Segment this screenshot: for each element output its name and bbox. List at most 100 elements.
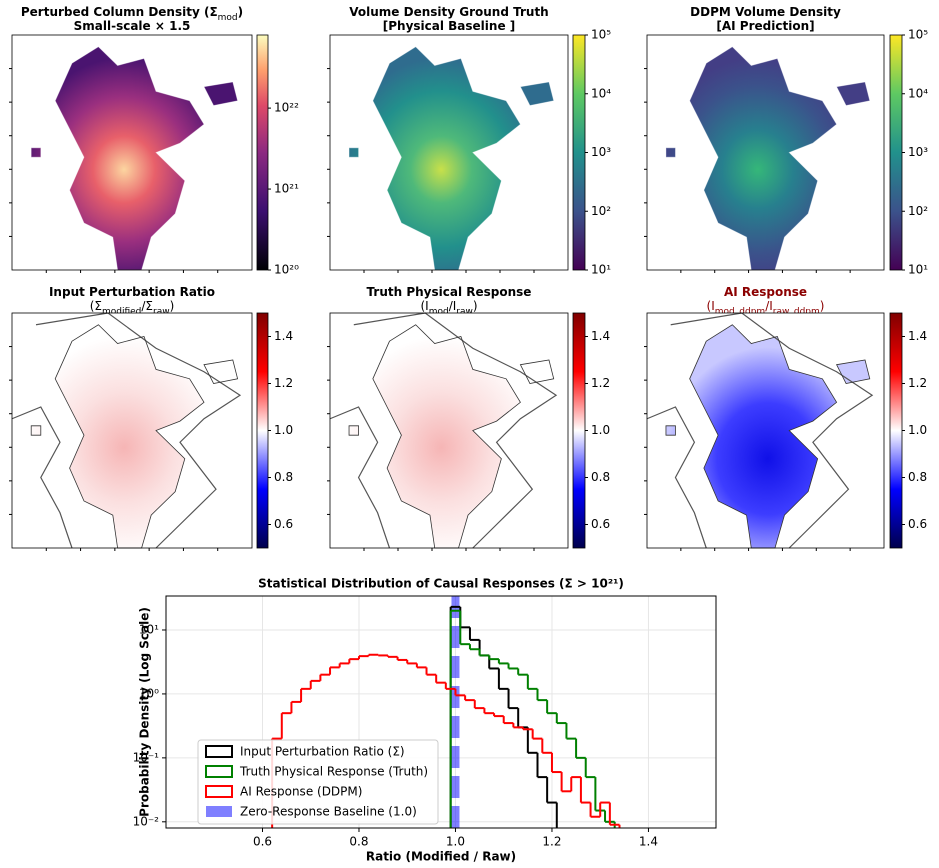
contour	[31, 325, 237, 548]
image-content	[330, 313, 556, 548]
subscript: mod	[218, 13, 238, 23]
colorbar-tick-label: 0.6	[908, 517, 927, 531]
y-tick-label: 10⁻¹	[133, 750, 160, 764]
colorbar-tick-label: 1.4	[908, 329, 927, 343]
colorbar	[256, 34, 269, 271]
colorbar-tick-label: 0.8	[908, 470, 927, 484]
colorbar-tick-label: 10⁵	[908, 28, 928, 42]
panel-subtitle: (Imod/Iraw)	[420, 299, 477, 317]
title-part: (I	[707, 299, 715, 313]
colorbar	[889, 312, 903, 549]
title-part: (Σ	[90, 299, 102, 313]
colorbar-tick-label: 1.0	[908, 423, 927, 437]
y-tick-label: 10⁰	[139, 686, 159, 700]
plot-frame	[165, 595, 717, 829]
legend-box	[197, 739, 439, 825]
colorbar-tick-label: 10⁵	[591, 28, 611, 42]
title-part: DDPM Volume Density	[690, 5, 841, 19]
image-content	[12, 313, 240, 548]
colorbar-tick-label: 1.2	[908, 376, 927, 390]
title-part: Perturbed Column Density (Σ	[21, 5, 218, 19]
x-tick-label: 0.6	[253, 835, 272, 849]
panel-title: Volume Density Ground Truth	[349, 5, 548, 19]
colorbar-tick-label: 1.0	[591, 423, 610, 437]
chart-title: Statistical Distribution of Causal Respo…	[258, 577, 624, 591]
contour	[349, 325, 554, 548]
contour	[12, 313, 240, 548]
colorbar	[572, 312, 586, 549]
title-part: Input Perturbation Ratio	[49, 285, 215, 299]
image-content	[666, 47, 870, 270]
title-part: Small-scale × 1.5	[74, 19, 191, 33]
image-blob	[349, 324, 554, 548]
legend-swatch	[206, 806, 232, 817]
contour	[349, 47, 554, 270]
x-tick-label: 1.0	[446, 835, 465, 849]
panel-title: Truth Physical Response	[367, 285, 532, 299]
title-part: )	[238, 5, 243, 19]
image-blob	[31, 324, 238, 548]
title-part: [Physical Baseline ]	[383, 19, 516, 33]
panel-title: Perturbed Column Density (Σmod)	[21, 5, 243, 23]
colorbar	[572, 34, 586, 271]
y-tick-label: 10⁻²	[133, 814, 160, 828]
title-part: /I	[449, 299, 457, 313]
colorbar-tick-label: 0.8	[274, 470, 293, 484]
image-frame	[11, 34, 253, 271]
legend-swatch	[205, 745, 233, 758]
title-part: AI Response	[724, 285, 807, 299]
colorbar-tick-label: 1.4	[591, 329, 610, 343]
subscript: mod_ddpm	[715, 307, 765, 317]
colorbar-tick-label: 1.2	[591, 376, 610, 390]
plot-area	[271, 596, 621, 828]
title-part: /I	[765, 299, 773, 313]
colorbar-tick-label: 10²	[908, 204, 928, 218]
x-tick-label: 1.2	[542, 835, 561, 849]
title-part: Truth Physical Response	[367, 285, 532, 299]
subscript: mod	[429, 307, 449, 317]
colorbar-tick-label: 10²⁰	[274, 263, 299, 277]
legend-label: AI Response (DDPM)	[240, 785, 362, 799]
colorbar-tick-label: 10³	[908, 145, 928, 159]
colorbar-tick-label: 1.4	[274, 329, 293, 343]
subscript: raw	[456, 307, 473, 317]
panel-subtitle: [Physical Baseline ]	[383, 19, 516, 33]
title-part: )	[820, 299, 825, 313]
image-content	[647, 313, 872, 548]
subscript: raw	[153, 307, 170, 317]
y-tick-label: 10¹	[139, 622, 159, 636]
contour	[666, 325, 870, 548]
colorbar-tick-label: 10⁴	[908, 86, 928, 100]
panel-subtitle: [AI Prediction]	[716, 19, 814, 33]
colorbar-tick-label: 10²	[591, 204, 611, 218]
colorbar-tick-label: 1.0	[274, 423, 293, 437]
legend-label: Input Perturbation Ratio (Σ)	[240, 745, 405, 759]
colorbar-tick-label: 0.8	[591, 470, 610, 484]
image-frame	[329, 34, 569, 271]
image-content	[349, 47, 554, 270]
x-tick-label: 1.4	[639, 835, 658, 849]
subscript: modified	[102, 307, 141, 317]
colorbar-tick-label: 10¹	[908, 263, 928, 277]
image-blob	[31, 46, 238, 270]
title-part: Volume Density Ground Truth	[349, 5, 548, 19]
x-axis-label: Ratio (Modified / Raw)	[366, 850, 516, 864]
image-frame	[329, 312, 569, 549]
panel-subtitle: Small-scale × 1.5	[74, 19, 191, 33]
image-blob	[665, 46, 870, 270]
y-axis-label: Probability Density (Log Scale)	[138, 607, 152, 817]
image-frame	[646, 34, 885, 271]
panel-subtitle: (Imod_ddpm/Iraw_ddpm)	[707, 299, 825, 317]
title-part: (I	[420, 299, 428, 313]
contour	[647, 313, 872, 548]
contour	[31, 47, 237, 270]
colorbar-tick-label: 0.6	[591, 517, 610, 531]
legend-swatch	[205, 785, 233, 798]
title-part: [AI Prediction]	[716, 19, 814, 33]
legend-swatch	[205, 765, 233, 778]
panel-title: AI Response	[724, 285, 807, 299]
colorbar-tick-label: 10³	[591, 145, 611, 159]
legend-label: Zero-Response Baseline (1.0)	[240, 805, 417, 819]
image-blob	[665, 324, 870, 548]
